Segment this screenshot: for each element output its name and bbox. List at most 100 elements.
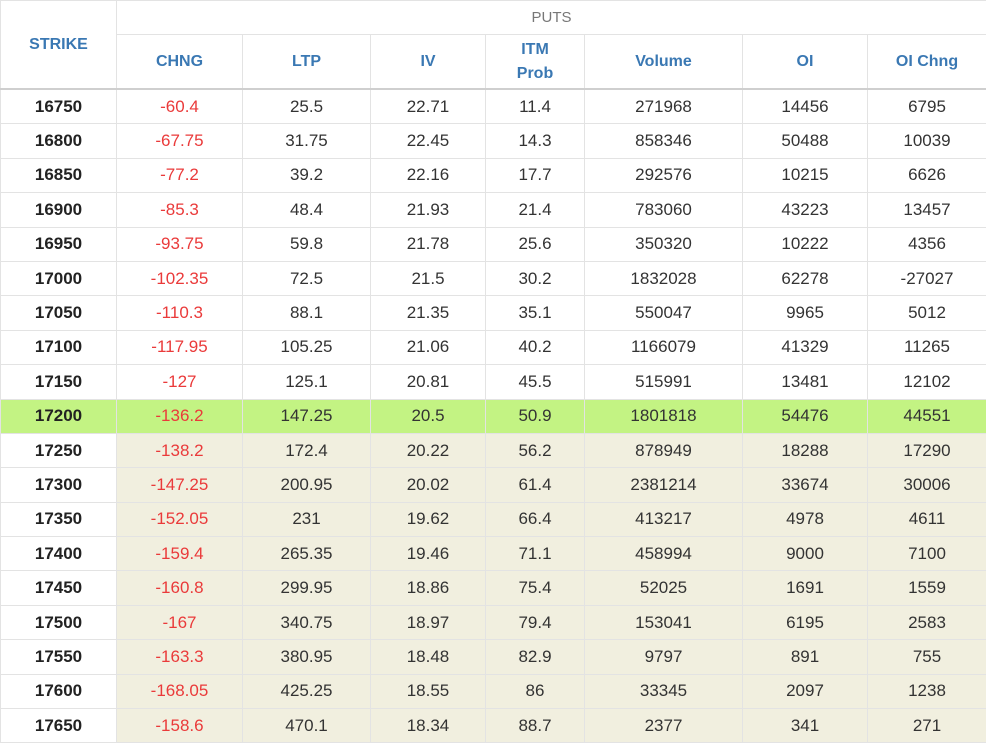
- chng-cell: -77.2: [117, 158, 243, 192]
- ltp-cell: 125.1: [243, 365, 371, 399]
- iv-cell: 22.16: [371, 158, 486, 192]
- chng-cell: -93.75: [117, 227, 243, 261]
- strike-cell[interactable]: 17050: [1, 296, 117, 330]
- strike-cell[interactable]: 16900: [1, 193, 117, 227]
- strike-cell[interactable]: 17500: [1, 605, 117, 639]
- itm-prob-cell: 14.3: [486, 124, 585, 158]
- strike-cell[interactable]: 17000: [1, 261, 117, 295]
- itm-prob-cell: 25.6: [486, 227, 585, 261]
- volume-column-header[interactable]: Volume: [585, 35, 743, 90]
- iv-column-header[interactable]: IV: [371, 35, 486, 90]
- strike-cell[interactable]: 17400: [1, 537, 117, 571]
- volume-cell: 1166079: [585, 330, 743, 364]
- volume-cell: 52025: [585, 571, 743, 605]
- chng-cell: -136.2: [117, 399, 243, 433]
- oi-cell: 10222: [743, 227, 868, 261]
- strike-cell[interactable]: 17550: [1, 640, 117, 674]
- itm-prob-cell: 88.7: [486, 709, 585, 743]
- strike-cell[interactable]: 17200: [1, 399, 117, 433]
- oi-chng-cell: 4356: [868, 227, 986, 261]
- oi-chng-cell: 271: [868, 709, 986, 743]
- strike-cell[interactable]: 16850: [1, 158, 117, 192]
- oi-chng-cell: 1238: [868, 674, 986, 708]
- ltp-cell: 31.75: [243, 124, 371, 158]
- volume-cell: 271968: [585, 89, 743, 124]
- oi-cell: 43223: [743, 193, 868, 227]
- volume-cell: 33345: [585, 674, 743, 708]
- oi-cell: 6195: [743, 605, 868, 639]
- iv-cell: 21.35: [371, 296, 486, 330]
- ltp-cell: 59.8: [243, 227, 371, 261]
- oi-chng-column-header[interactable]: OI Chng: [868, 35, 986, 90]
- strike-cell[interactable]: 17600: [1, 674, 117, 708]
- oi-cell: 13481: [743, 365, 868, 399]
- ltp-column-header[interactable]: LTP: [243, 35, 371, 90]
- volume-cell: 292576: [585, 158, 743, 192]
- ltp-cell: 265.35: [243, 537, 371, 571]
- ltp-cell: 172.4: [243, 433, 371, 467]
- strike-cell[interactable]: 16750: [1, 89, 117, 124]
- itm-prob-header-line1: ITM: [521, 41, 549, 58]
- strike-cell[interactable]: 17650: [1, 709, 117, 743]
- iv-cell: 20.22: [371, 433, 486, 467]
- iv-cell: 20.5: [371, 399, 486, 433]
- oi-chng-cell: 11265: [868, 330, 986, 364]
- ltp-cell: 299.95: [243, 571, 371, 605]
- ltp-cell: 25.5: [243, 89, 371, 124]
- itm-prob-cell: 79.4: [486, 605, 585, 639]
- strike-cell[interactable]: 17450: [1, 571, 117, 605]
- volume-cell: 9797: [585, 640, 743, 674]
- oi-cell: 891: [743, 640, 868, 674]
- chng-cell: -110.3: [117, 296, 243, 330]
- oi-cell: 18288: [743, 433, 868, 467]
- oi-chng-cell: -27027: [868, 261, 986, 295]
- strike-cell[interactable]: 17150: [1, 365, 117, 399]
- strike-cell[interactable]: 17350: [1, 502, 117, 536]
- oi-chng-cell: 30006: [868, 468, 986, 502]
- ltp-cell: 105.25: [243, 330, 371, 364]
- oi-cell: 2097: [743, 674, 868, 708]
- chng-cell: -152.05: [117, 502, 243, 536]
- itm-prob-cell: 30.2: [486, 261, 585, 295]
- chng-column-header[interactable]: CHNG: [117, 35, 243, 90]
- iv-cell: 20.81: [371, 365, 486, 399]
- chng-cell: -67.75: [117, 124, 243, 158]
- ltp-cell: 48.4: [243, 193, 371, 227]
- ltp-cell: 380.95: [243, 640, 371, 674]
- oi-column-header[interactable]: OI: [743, 35, 868, 90]
- ltp-cell: 231: [243, 502, 371, 536]
- strike-column-header[interactable]: STRIKE: [1, 1, 117, 90]
- strike-cell[interactable]: 16800: [1, 124, 117, 158]
- oi-chng-cell: 6795: [868, 89, 986, 124]
- oi-cell: 33674: [743, 468, 868, 502]
- strike-cell[interactable]: 16950: [1, 227, 117, 261]
- oi-cell: 50488: [743, 124, 868, 158]
- itm-prob-cell: 45.5: [486, 365, 585, 399]
- itm-prob-cell: 35.1: [486, 296, 585, 330]
- iv-cell: 20.02: [371, 468, 486, 502]
- itm-prob-cell: 61.4: [486, 468, 585, 502]
- strike-cell[interactable]: 17300: [1, 468, 117, 502]
- oi-cell: 10215: [743, 158, 868, 192]
- strike-cell[interactable]: 17100: [1, 330, 117, 364]
- chng-cell: -159.4: [117, 537, 243, 571]
- itm-prob-cell: 21.4: [486, 193, 585, 227]
- itm-prob-column-header[interactable]: ITM Prob: [486, 35, 585, 90]
- itm-prob-cell: 50.9: [486, 399, 585, 433]
- strike-cell[interactable]: 17250: [1, 433, 117, 467]
- oi-chng-cell: 10039: [868, 124, 986, 158]
- chng-cell: -163.3: [117, 640, 243, 674]
- itm-prob-cell: 71.1: [486, 537, 585, 571]
- volume-cell: 515991: [585, 365, 743, 399]
- ltp-cell: 340.75: [243, 605, 371, 639]
- volume-cell: 783060: [585, 193, 743, 227]
- oi-chng-cell: 1559: [868, 571, 986, 605]
- iv-cell: 21.5: [371, 261, 486, 295]
- ltp-cell: 425.25: [243, 674, 371, 708]
